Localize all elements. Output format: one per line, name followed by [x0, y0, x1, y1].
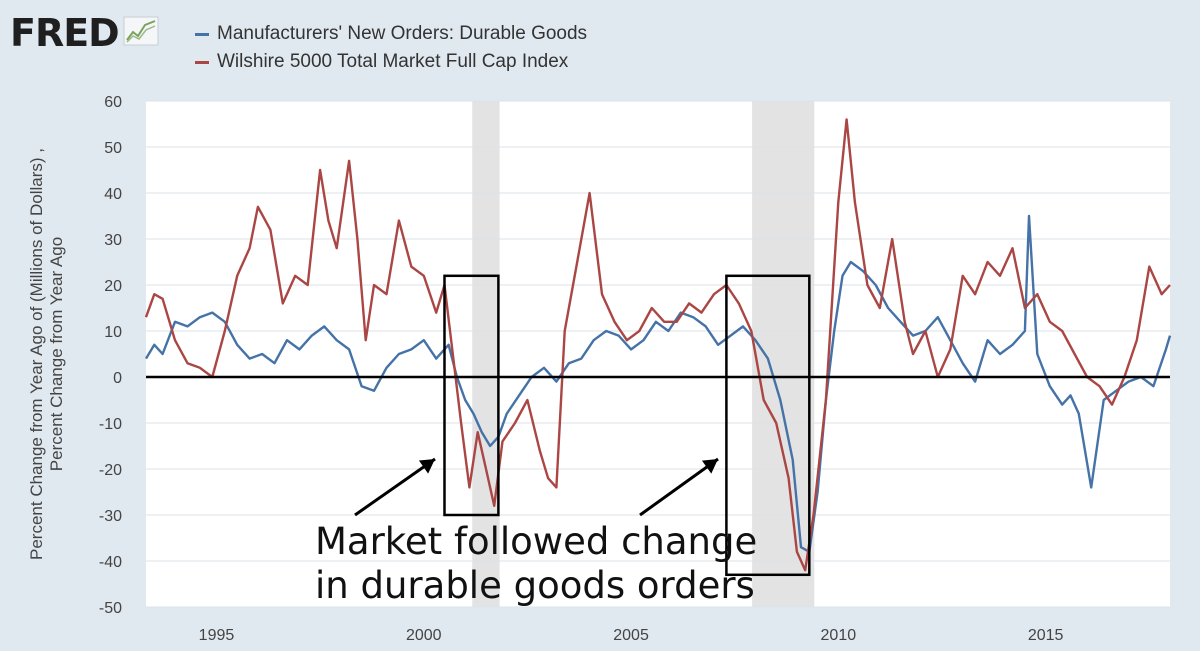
- y-tick-label: -30: [99, 508, 122, 525]
- x-tick-label: 2005: [613, 627, 649, 644]
- trend-chart-icon: [123, 16, 159, 51]
- y-axis-label-line1: Percent Change from Year Ago of (Million…: [27, 148, 46, 560]
- arrow-left-shaft: [354, 457, 436, 517]
- legend-label-wilshire: Wilshire 5000 Total Market Full Cap Inde…: [217, 51, 569, 72]
- recession-band-1: [752, 101, 815, 607]
- legend-swatch-red: [195, 60, 209, 64]
- y-tick-label: 0: [113, 370, 122, 387]
- y-tick-label: 30: [104, 232, 122, 249]
- y-tick-label: 10: [104, 324, 122, 341]
- y-tick-label: 50: [104, 140, 122, 157]
- legend-item-wilshire[interactable]: Wilshire 5000 Total Market Full Cap Inde…: [195, 48, 587, 76]
- annotation-line-2: in durable goods orders: [315, 564, 755, 607]
- x-tick-label: 2015: [1028, 627, 1064, 644]
- fred-logo-text: FRED: [10, 11, 120, 55]
- y-tick-label: 20: [104, 278, 122, 295]
- annotation-box-0: [443, 274, 500, 517]
- annotation-text: Market followed change in durable goods …: [315, 520, 757, 608]
- x-tick-label: 2010: [821, 627, 857, 644]
- x-tick-label: 1995: [199, 627, 235, 644]
- legend-swatch-blue: [195, 32, 209, 36]
- y-tick-label: 60: [104, 94, 122, 111]
- x-tick-label: 2000: [406, 627, 442, 644]
- legend-label-durable-goods: Manufacturers' New Orders: Durable Goods: [217, 23, 588, 44]
- annotation-box-1: [725, 274, 811, 577]
- grid-lines: [146, 100, 1170, 608]
- y-tick-label: -10: [99, 416, 122, 433]
- arrow-left-head: [418, 459, 435, 474]
- arrow-right-shaft: [639, 457, 719, 517]
- chart-legend: Manufacturers' New Orders: Durable Goods…: [195, 20, 587, 76]
- recession-shading: [472, 101, 815, 607]
- y-tick-label: -20: [99, 462, 122, 479]
- arrow-right-head: [701, 459, 718, 474]
- series-line-1: [144, 118, 1171, 572]
- y-axis-label-line2: Percent Change from Year Ago: [47, 237, 66, 471]
- series-lines: [144, 118, 1172, 572]
- annotation-arrows: [354, 457, 719, 517]
- y-tick-label: -40: [99, 554, 122, 571]
- series-line-0: [144, 214, 1172, 553]
- annotation-line-1: Market followed change: [315, 520, 758, 563]
- fred-logo[interactable]: FRED: [10, 14, 159, 52]
- annotation-boxes: [443, 274, 811, 577]
- y-tick-label: -50: [99, 600, 122, 617]
- y-tick-label: 40: [104, 186, 122, 203]
- x-tick-labels: 1995 2000 2005 2010 2015: [199, 627, 1064, 644]
- legend-item-durable-goods[interactable]: Manufacturers' New Orders: Durable Goods: [195, 20, 587, 48]
- recession-band-0: [472, 101, 500, 607]
- y-tick-labels: -50 -40 -30 -20 -10 0 10 20 30 40 50 60: [99, 94, 122, 617]
